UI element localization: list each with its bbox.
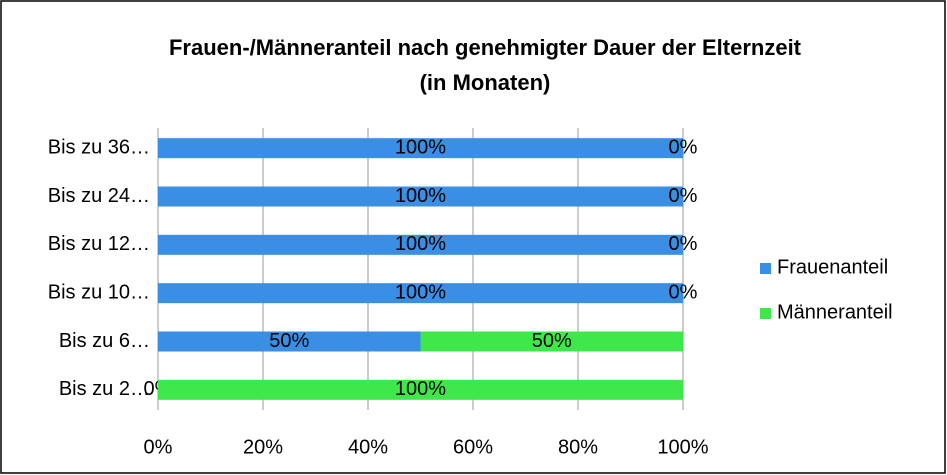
x-tick-label: 100%: [657, 436, 708, 458]
data-label: 100%: [395, 185, 446, 207]
y-tick-label: Bis zu 10…: [48, 281, 150, 303]
bar-segment: [158, 379, 683, 400]
data-label: 50%: [269, 330, 309, 352]
data-label: 0%: [669, 281, 698, 303]
data-label: 50%: [532, 330, 572, 352]
y-tick-label: Bis zu 2…: [59, 378, 150, 400]
bar-segment: [420, 331, 683, 352]
legend-swatch: [760, 308, 771, 319]
y-tick-label: Bis zu 36…: [48, 136, 150, 158]
data-label: 100%: [395, 136, 446, 158]
x-tick-label: 0%: [144, 436, 173, 458]
data-label: 0%: [669, 185, 698, 207]
data-label: 100%: [395, 281, 446, 303]
bar-segment: [158, 283, 683, 304]
data-label: 0%: [669, 233, 698, 255]
chart-title: Frauen-/Männeranteil nach genehmigter Da…: [168, 35, 802, 95]
bar-segment: [158, 234, 683, 255]
legend-swatch: [760, 263, 771, 274]
bar-segment: [158, 331, 421, 352]
legend-label: Männeranteil: [777, 301, 893, 323]
y-tick-label: Bis zu 6…: [59, 330, 150, 352]
x-tick-label: 80%: [558, 436, 598, 458]
x-tick-label: 20%: [243, 436, 283, 458]
y-tick-label: Bis zu 24…: [48, 185, 150, 207]
bar-segment: [158, 186, 683, 207]
legend-label: Frauenanteil: [777, 256, 888, 278]
data-label: 100%: [395, 233, 446, 255]
data-label: 0%: [669, 136, 698, 158]
y-tick-label: Bis zu 12…: [48, 233, 150, 255]
x-tick-label: 60%: [453, 436, 493, 458]
bar-segment: [158, 138, 683, 159]
data-label: 100%: [395, 378, 446, 400]
x-tick-label: 40%: [348, 436, 388, 458]
